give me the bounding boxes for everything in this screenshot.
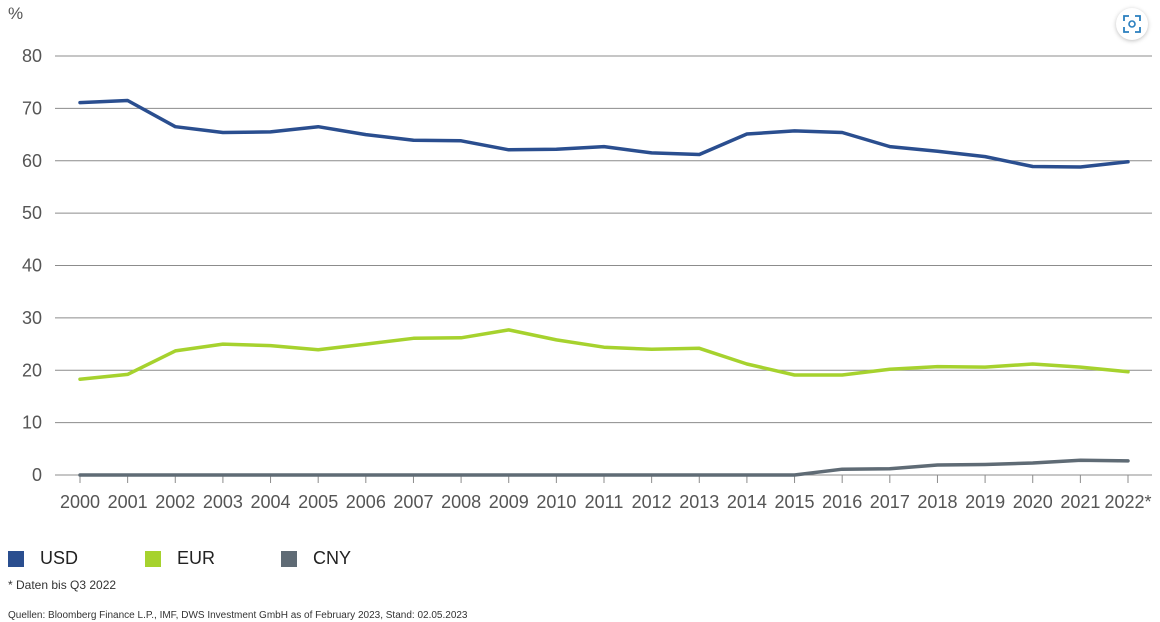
legend-swatch-eur (145, 550, 161, 567)
y-axis-ticks: 0 10 20 30 40 50 60 70 80 (22, 46, 42, 485)
x-tick-label: 2008 (441, 492, 481, 512)
x-tick-label: 2010 (536, 492, 576, 512)
legend-label-cny: CNY (313, 548, 352, 568)
x-tick-label: 2022* (1104, 492, 1151, 512)
x-tick-label: 2009 (489, 492, 529, 512)
series-line-usd (78, 98, 1130, 169)
x-tick-label: 2018 (917, 492, 957, 512)
expand-button[interactable] (1116, 8, 1148, 40)
y-tick-label: 20 (22, 360, 42, 380)
y-tick-label: 70 (22, 98, 42, 118)
x-tick-label: 2002 (155, 492, 195, 512)
x-tick-label: 2019 (965, 492, 1005, 512)
series-line-eur (78, 328, 1130, 381)
legend: USD EUR CNY (8, 548, 608, 572)
series-line-cny (78, 458, 1130, 477)
x-tick-label: 2021 (1060, 492, 1100, 512)
x-tick-label: 2013 (679, 492, 719, 512)
x-tick-label: 2007 (393, 492, 433, 512)
y-axis-unit-label: % (8, 4, 24, 23)
x-tick-label: 2006 (346, 492, 386, 512)
legend-swatch-usd (8, 550, 24, 567)
expand-icon (1123, 15, 1141, 33)
y-tick-label: 30 (22, 308, 42, 328)
x-tick-label: 2012 (632, 492, 672, 512)
footnote: * Daten bis Q3 2022 (8, 578, 117, 592)
x-tick-label: 2011 (585, 492, 624, 512)
legend-item-cny: CNY (281, 548, 351, 569)
legend-label-eur: EUR (177, 548, 216, 568)
x-tick-label: 2014 (727, 492, 767, 512)
y-tick-label: 40 (22, 256, 42, 276)
gridlines (55, 55, 1152, 476)
x-tick-label: 2005 (298, 492, 338, 512)
legend-item-usd: USD (8, 548, 78, 569)
x-tick-label: 2004 (251, 492, 291, 512)
y-tick-label: 10 (22, 413, 42, 433)
legend-swatch-cny (281, 550, 297, 567)
source-note: Quellen: Bloomberg Finance L.P., IMF, DW… (8, 610, 468, 621)
y-tick-label: 60 (22, 151, 42, 171)
x-tick-label: 2020 (1013, 492, 1053, 512)
y-tick-label: 0 (32, 465, 42, 485)
x-axis: 2000 2001 2002 2003 2004 2005 2006 2007 2008 2009… (60, 475, 1152, 512)
legend-label-usd: USD (40, 548, 79, 568)
x-tick-label: 2015 (775, 492, 815, 512)
x-tick-label: 2003 (203, 492, 243, 512)
x-tick-label: 2017 (870, 492, 910, 512)
y-tick-label: 80 (22, 46, 42, 66)
x-tick-label: 2001 (108, 492, 148, 512)
y-tick-label: 50 (22, 203, 42, 223)
legend-item-eur: EUR (145, 548, 215, 569)
x-tick-label: 2016 (822, 492, 862, 512)
x-tick-label: 2000 (60, 492, 100, 512)
series-lines (78, 98, 1130, 477)
